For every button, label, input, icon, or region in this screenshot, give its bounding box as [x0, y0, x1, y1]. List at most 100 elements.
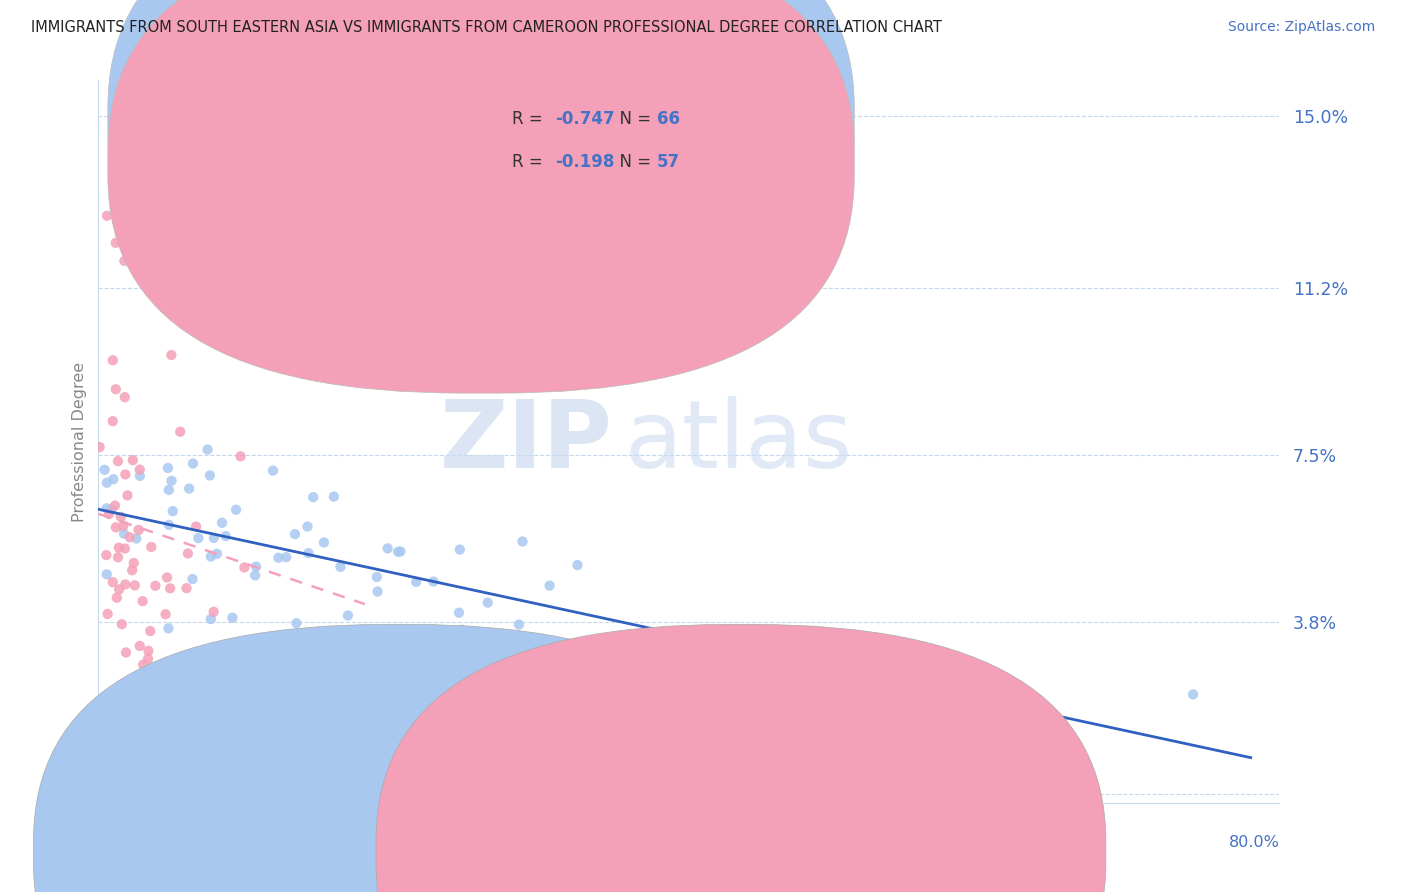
Y-axis label: Professional Degree: Professional Degree: [72, 361, 87, 522]
Point: [297, 519, 319, 533]
Point: [104, 499, 127, 513]
Text: atlas: atlas: [624, 395, 852, 488]
Point: [101, 575, 124, 590]
Point: [387, 545, 409, 559]
Point: [451, 623, 474, 637]
Point: [139, 624, 162, 638]
Point: [499, 635, 522, 649]
Point: [97, 507, 120, 521]
Point: [198, 468, 221, 483]
Text: 66: 66: [657, 110, 681, 128]
Point: [108, 697, 131, 711]
Point: [825, 686, 848, 700]
Text: R =: R =: [512, 110, 548, 128]
FancyBboxPatch shape: [34, 624, 763, 892]
Point: [104, 382, 127, 396]
Point: [312, 535, 335, 549]
Point: [405, 574, 427, 589]
Point: [523, 690, 546, 705]
Point: [169, 425, 191, 439]
Point: [105, 683, 128, 698]
Point: [101, 353, 124, 368]
Point: [112, 253, 135, 268]
Point: [111, 617, 134, 632]
Point: [389, 544, 412, 558]
Point: [538, 579, 561, 593]
Point: [118, 530, 141, 544]
Text: R =: R =: [512, 153, 548, 171]
Text: Source: ZipAtlas.com: Source: ZipAtlas.com: [1227, 20, 1375, 34]
Point: [121, 563, 143, 577]
Point: [160, 348, 183, 362]
Point: [115, 645, 138, 659]
Point: [160, 474, 183, 488]
Point: [162, 504, 184, 518]
Point: [104, 520, 127, 534]
Point: [477, 596, 499, 610]
Point: [155, 607, 177, 622]
Point: [367, 584, 389, 599]
Point: [157, 621, 180, 635]
Point: [627, 644, 650, 658]
Point: [181, 457, 204, 471]
Text: Immigrants from South Eastern Asia: Immigrants from South Eastern Asia: [402, 857, 693, 872]
Point: [145, 579, 167, 593]
Text: IMMIGRANTS FROM SOUTH EASTERN ASIA VS IMMIGRANTS FROM CAMEROON PROFESSIONAL DEGR: IMMIGRANTS FROM SOUTH EASTERN ASIA VS IM…: [31, 20, 942, 35]
Text: 80.0%: 80.0%: [1229, 835, 1279, 850]
Point: [93, 463, 115, 477]
Point: [187, 531, 209, 545]
Point: [141, 540, 163, 554]
Point: [509, 653, 531, 667]
Point: [184, 519, 207, 533]
Point: [110, 509, 132, 524]
Point: [159, 582, 181, 596]
Point: [128, 462, 150, 476]
Point: [157, 517, 180, 532]
Text: -0.747: -0.747: [555, 110, 614, 128]
Point: [121, 453, 143, 467]
Point: [179, 482, 201, 496]
Point: [267, 550, 290, 565]
Point: [512, 534, 534, 549]
Point: [108, 541, 131, 555]
Point: [245, 559, 267, 574]
Point: [128, 523, 150, 537]
Point: [156, 461, 179, 475]
Point: [508, 617, 530, 632]
Point: [366, 570, 388, 584]
FancyBboxPatch shape: [453, 86, 683, 181]
Point: [112, 518, 135, 533]
Text: 0.0%: 0.0%: [98, 835, 139, 850]
Point: [128, 468, 150, 483]
Text: ZIP: ZIP: [439, 395, 612, 488]
Point: [276, 550, 298, 565]
Point: [205, 547, 228, 561]
Point: [468, 663, 491, 677]
Point: [329, 560, 352, 574]
Point: [284, 527, 307, 541]
FancyBboxPatch shape: [108, 0, 855, 393]
Text: 57: 57: [657, 153, 681, 171]
Point: [96, 501, 118, 516]
Point: [202, 531, 225, 545]
Point: [262, 464, 284, 478]
Text: -0.198: -0.198: [555, 153, 614, 171]
Point: [156, 570, 179, 584]
Point: [422, 574, 444, 589]
Point: [322, 490, 344, 504]
Point: [117, 488, 139, 502]
Point: [181, 572, 204, 586]
Point: [101, 414, 124, 428]
Point: [935, 684, 957, 698]
Point: [96, 548, 118, 562]
Point: [285, 616, 308, 631]
Point: [229, 450, 252, 464]
Point: [104, 235, 127, 250]
Point: [215, 529, 238, 543]
Point: [211, 516, 233, 530]
Point: [157, 669, 180, 683]
Point: [233, 560, 256, 574]
Point: [107, 454, 129, 468]
Point: [105, 591, 128, 605]
Text: Immigrants from Cameroon: Immigrants from Cameroon: [755, 857, 977, 872]
